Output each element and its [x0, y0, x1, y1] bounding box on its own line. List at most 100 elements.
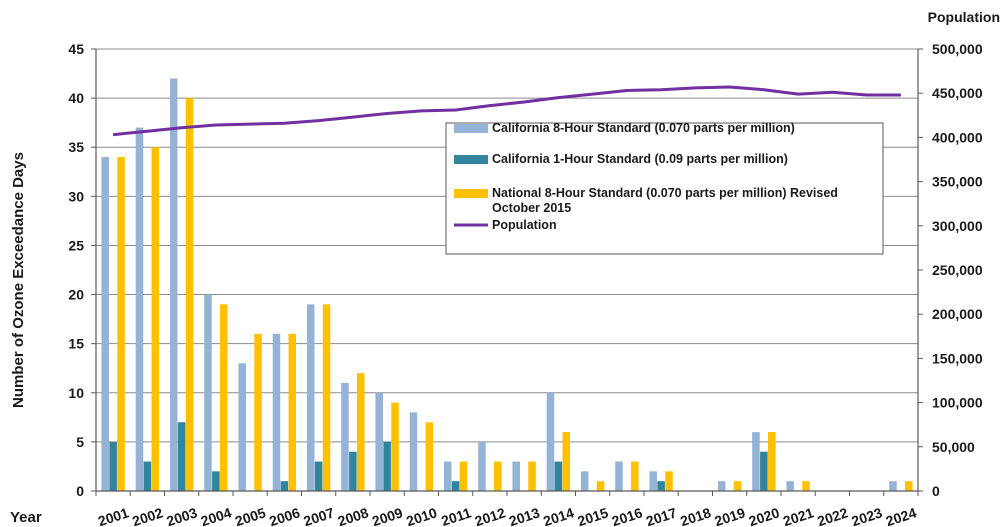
ca-1hr-bar: [383, 441, 391, 491]
ca-8hr-bar: [889, 481, 897, 491]
y-tick-label: 45: [68, 41, 84, 57]
national-8hr-bar: [185, 98, 194, 491]
ca-1hr-bar: [314, 461, 323, 491]
ca-8hr-bar: [786, 481, 794, 491]
ca-1hr-bar: [657, 481, 665, 491]
y2-tick-label: 200,000: [932, 306, 983, 322]
legend-ca-1hr-swatch: [454, 155, 488, 164]
national-8hr-bar: [733, 481, 742, 491]
y-tick-label: 40: [68, 90, 84, 106]
ca-8hr-bar: [580, 471, 589, 491]
x-axis-title: Year: [10, 509, 42, 526]
x-tick-label: 2001: [96, 504, 131, 527]
y-tick-label: 35: [68, 139, 84, 155]
ca-8hr-bar: [615, 461, 623, 491]
ca-1hr-bar: [451, 481, 460, 491]
legend-national-8hr-swatch: [454, 189, 488, 198]
national-8hr-bar: [905, 481, 913, 491]
ca-8hr-bar: [169, 78, 178, 491]
ca-8hr-bar: [443, 461, 452, 491]
y2-tick-label: 150,000: [932, 350, 983, 366]
national-8hr-bar: [631, 461, 639, 491]
x-tick-label: 2009: [370, 504, 405, 527]
x-tick-label: 2002: [130, 504, 165, 527]
y-tick-label: 30: [68, 188, 84, 204]
ca-1hr-bar: [349, 451, 357, 491]
ca-1hr-bar: [177, 422, 186, 491]
y-axis-title: Number of Ozone Exceedance Days: [10, 152, 27, 408]
national-8hr-bar: [802, 481, 810, 491]
y-tick-label: 20: [68, 287, 84, 303]
national-8hr-bar: [117, 157, 125, 492]
x-tick-label: 2024: [884, 504, 919, 527]
national-8hr-bar: [391, 402, 399, 491]
national-8hr-bar: [425, 422, 434, 491]
national-8hr-bar: [596, 481, 605, 491]
y2-tick-label: 50,000: [932, 439, 975, 455]
national-8hr-bar: [220, 304, 228, 491]
x-tick-label: 2015: [576, 504, 611, 527]
legend-ca-1hr-label: California 1-Hour Standard (0.09 parts p…: [492, 152, 788, 166]
x-tick-label: 2006: [267, 504, 302, 527]
y-tick-label: 15: [68, 336, 84, 352]
x-tick-label: 2014: [541, 504, 576, 527]
national-8hr-bar: [665, 471, 673, 491]
y2-tick-label: 250,000: [932, 262, 983, 278]
national-8hr-bar: [494, 461, 502, 491]
ca-1hr-bar: [109, 441, 117, 491]
ca-8hr-bar: [204, 294, 212, 491]
legend-box: [445, 122, 884, 255]
x-tick-label: 2022: [815, 504, 850, 527]
national-8hr-bar: [288, 333, 297, 491]
y2-tick-label: 400,000: [932, 129, 983, 145]
y-tick-label: 0: [76, 483, 84, 499]
population-line: [112, 85, 901, 137]
legend: California 8-Hour Standard (0.070 parts …: [445, 121, 884, 255]
ca-1hr-bar: [143, 461, 152, 491]
x-tick-label: 2019: [713, 504, 748, 527]
x-tick-label: 2023: [850, 504, 885, 527]
national-8hr-bar: [151, 147, 160, 491]
ca-8hr-bar: [238, 363, 246, 491]
national-8hr-bar: [528, 461, 536, 491]
ca-8hr-bar: [375, 392, 383, 491]
national-8hr-bar: [562, 432, 571, 491]
y-tick-label: 10: [68, 385, 84, 401]
ca-8hr-bar: [717, 481, 726, 491]
x-tick-label: 2012: [473, 504, 508, 527]
x-tick-label: 2007: [302, 504, 337, 527]
ca-8hr-bar: [272, 333, 281, 491]
ca-8hr-bar: [135, 127, 144, 492]
ca-8hr-bar: [478, 441, 486, 491]
national-8hr-bar: [254, 333, 262, 491]
national-8hr-bar: [322, 304, 331, 491]
x-tick-label: 2010: [404, 504, 439, 527]
x-tick-label: 2004: [199, 504, 234, 527]
x-tick-label: 2003: [165, 504, 200, 527]
ca-8hr-bar: [512, 461, 520, 491]
national-8hr-bar: [459, 461, 468, 491]
national-8hr-bar: [768, 432, 776, 491]
y2-tick-label: 350,000: [932, 174, 983, 190]
x-tick-label: 2013: [507, 504, 542, 527]
population-line-layer: [112, 85, 901, 137]
y-tick-label: 25: [68, 237, 84, 253]
ca-1hr-bar: [760, 451, 768, 491]
legend-national-8hr-label: National 8-Hour Standard (0.070 parts pe…: [492, 186, 838, 215]
legend-ca-8hr-label: California 8-Hour Standard (0.070 parts …: [492, 121, 795, 135]
y2-tick-label: 0: [932, 483, 940, 499]
x-tick-label: 2005: [233, 504, 268, 527]
legend-population-label: Population: [492, 218, 557, 232]
ca-8hr-bar: [101, 157, 109, 492]
y2-tick-label: 450,000: [932, 85, 983, 101]
ca-8hr-bar: [409, 412, 418, 491]
ca-1hr-bar: [554, 461, 563, 491]
y-tick-label: 5: [76, 434, 84, 450]
y2-tick-label: 100,000: [932, 395, 983, 411]
ca-8hr-bar: [341, 382, 349, 491]
x-tick-label: 2021: [781, 504, 816, 527]
ca-1hr-bar: [212, 471, 220, 491]
ca-8hr-bar: [649, 471, 657, 491]
legend-ca-8hr-swatch: [454, 124, 488, 133]
